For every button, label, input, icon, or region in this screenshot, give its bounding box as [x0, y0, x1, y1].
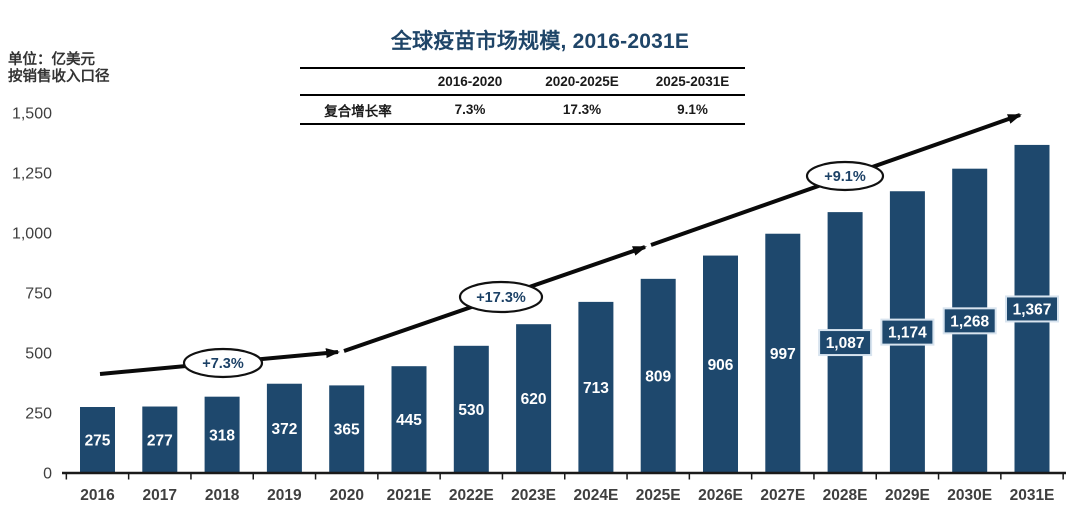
- bar-value-label: 530: [458, 402, 484, 419]
- bar-2021E: [391, 366, 427, 473]
- x-axis-label-2020: 2020: [329, 487, 363, 504]
- bar-value-label: 275: [85, 433, 111, 450]
- x-axis-label-2026E: 2026E: [698, 487, 743, 504]
- bar-value-label: 906: [708, 357, 734, 374]
- x-axis-label-2025E: 2025E: [636, 487, 681, 504]
- bar-2020: [329, 385, 365, 473]
- x-axis-label-2021E: 2021E: [387, 487, 432, 504]
- cagr-table-header-row: 2016-2020 2020-2025E 2025-2031E: [300, 67, 745, 96]
- unit-note: 单位：亿美元 按销售收入口径: [8, 52, 110, 86]
- x-axis-label-2027E: 2027E: [760, 487, 805, 504]
- bar-2025E: [640, 278, 676, 473]
- growth-annotation-ellipse: [805, 160, 885, 192]
- cagr-value-1: 7.3%: [454, 102, 486, 117]
- cagr-header-period-3: 2025-2031E: [655, 74, 730, 89]
- y-axis-tick-label: 1,250: [12, 166, 52, 183]
- growth-annotation-label: +7.3%: [202, 356, 244, 372]
- bar-value-badge: [1005, 295, 1059, 323]
- bar-2027E: [765, 233, 801, 473]
- unit-note-line2: 按销售收入口径: [8, 69, 110, 85]
- bar-value-label: 997: [770, 346, 796, 363]
- page-title: 全球疫苗市场规模, 2016-2031E: [390, 30, 690, 53]
- x-axis-label-2017: 2017: [143, 487, 177, 504]
- cagr-table: 2016-2020 2020-2025E 2025-2031E 复合增长率 7.…: [300, 67, 745, 125]
- x-axis-label-2019: 2019: [267, 487, 302, 504]
- growth-annotation-label: +9.1%: [824, 169, 866, 185]
- bar-2019: [266, 383, 302, 473]
- bar-2018: [204, 396, 240, 473]
- growth-annotation-ellipse: [458, 280, 544, 314]
- cagr-row-label: 复合增长率: [324, 103, 392, 119]
- bar-value-label: 277: [147, 432, 173, 449]
- bar-value-label: 1,174: [888, 325, 927, 342]
- bar-2023E: [516, 324, 552, 473]
- bar-2026E: [703, 255, 738, 473]
- y-axis-tick-label: 250: [25, 406, 52, 423]
- x-axis-label-2029E: 2029E: [885, 487, 930, 504]
- cagr-table-data-row: 复合增长率 7.3% 17.3% 9.1%: [300, 96, 745, 125]
- cagr-header-period-2: 2020-2025E: [545, 74, 619, 89]
- bar-value-label: 1,087: [826, 335, 865, 352]
- bar-2017: [142, 406, 178, 473]
- y-axis-tick-label: 500: [25, 346, 52, 363]
- x-axis-label-2028E: 2028E: [823, 487, 868, 504]
- x-axis-label-2016: 2016: [80, 487, 115, 504]
- x-axis-label-2024E: 2024E: [573, 487, 618, 504]
- bar-2022E: [453, 345, 489, 473]
- y-axis-tick-label: 1,500: [12, 106, 52, 123]
- bar-value-label: 365: [334, 422, 360, 439]
- cagr-header-period-1: 2016-2020: [437, 74, 503, 89]
- x-axis-label-2030E: 2030E: [947, 487, 992, 504]
- bar-2024E: [578, 301, 614, 473]
- growth-annotation-label: +17.3%: [476, 290, 526, 306]
- bar-value-label: 1,367: [1013, 301, 1052, 318]
- unit-note-line1: 单位：亿美元: [8, 52, 95, 68]
- bar-value-label: 713: [583, 380, 609, 397]
- bar-value-label: 318: [209, 427, 235, 444]
- x-axis-label-2023E: 2023E: [511, 487, 556, 504]
- bar-value-badge: [942, 307, 997, 335]
- bar-value-badge: [818, 329, 873, 357]
- y-axis-tick-label: 750: [25, 286, 52, 303]
- bar-value-label: 372: [271, 421, 297, 438]
- bar-value-label: 445: [396, 412, 422, 429]
- bar-value-label: 1,268: [950, 313, 989, 330]
- cagr-value-3: 9.1%: [677, 102, 708, 117]
- bar-2016: [80, 407, 115, 473]
- bar-value-label: 809: [645, 368, 671, 385]
- growth-annotation-ellipse: [182, 347, 264, 379]
- x-axis-label-2022E: 2022E: [449, 487, 494, 504]
- x-axis-label-2018: 2018: [205, 487, 240, 504]
- x-axis-label-2031E: 2031E: [1010, 487, 1055, 504]
- bar-value-badge: [880, 318, 935, 346]
- cagr-value-2: 17.3%: [562, 102, 602, 117]
- y-axis-tick-label: 0: [43, 466, 52, 483]
- y-axis-tick-label: 1,000: [12, 226, 52, 243]
- bar-value-label: 620: [521, 391, 547, 408]
